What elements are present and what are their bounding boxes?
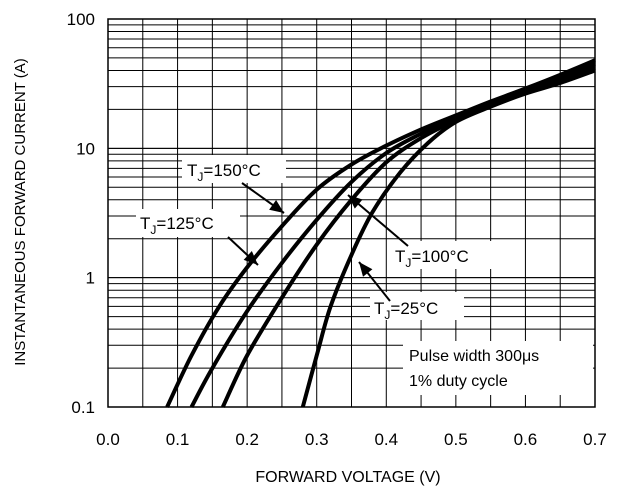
y-tick-label: 0.1 [71,398,95,417]
label-arrows [227,182,409,302]
x-tick-label: 0.2 [235,430,259,449]
x-tick-label: 0.0 [96,430,120,449]
x-tick-label: 0.1 [166,430,190,449]
plot-frame [107,18,596,408]
x-tick-labels: 0.0 0.1 0.2 0.3 0.4 0.5 0.6 0.7 [96,430,607,449]
x-tick-label: 0.4 [374,430,398,449]
x-tick-label: 0.5 [444,430,468,449]
arrow-25 [358,261,391,302]
series-line-25 [300,68,596,408]
series-label-125: TJ=125°C [136,209,240,237]
y-tick-labels: 0.1 1 10 100 [67,10,95,417]
arrow-100 [347,194,409,247]
pulse-width-text: Pulse width 300μs [409,348,539,365]
series-label-25: TJ=25°C [370,292,464,322]
svg-text:TJ=150°C: TJ=150°C [187,161,261,184]
svg-text:TJ=100°C: TJ=100°C [395,247,469,270]
y-axis-label: INSTANTANEOUS FORWARD CURRENT (A) [12,58,29,366]
x-tick-label: 0.3 [305,430,329,449]
y-tick-label: 1 [86,269,95,288]
x-tick-label: 0.6 [514,430,538,449]
arrow-125 [227,236,259,266]
y-tick-label: 10 [76,139,95,158]
svg-text:TJ=25°C: TJ=25°C [374,299,438,322]
svg-text:TJ=125°C: TJ=125°C [140,214,214,237]
series-label-150: TJ=150°C [182,155,286,184]
series-layer [165,58,596,408]
arrow-150 [241,182,285,214]
pulse-note: Pulse width 300μs 1% duty cycle [403,341,593,395]
series-label-100: TJ=100°C [390,241,494,270]
x-axis-label: FORWARD VOLTAGE (V) [255,469,440,486]
x-tick-label: 0.7 [583,430,607,449]
duty-cycle-text: 1% duty cycle [409,373,508,390]
y-tick-label: 100 [67,10,95,29]
